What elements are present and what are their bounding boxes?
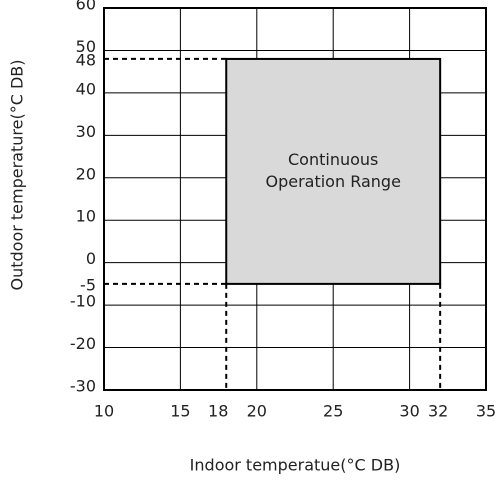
y-tick-label: 10	[76, 207, 96, 226]
x-tick-label: 35	[476, 402, 496, 421]
y-tick-label: -30	[70, 377, 96, 396]
y-tick-label: 0	[86, 249, 96, 268]
plot-frame	[103, 7, 487, 391]
y-axis-label: Outdoor temperature(°C DB)	[8, 59, 27, 290]
y-tick-label: 48	[76, 50, 96, 69]
operation-range	[225, 57, 442, 285]
y-tick-label: -20	[70, 334, 96, 353]
x-tick-label: 25	[323, 402, 343, 421]
x-tick-label: 10	[94, 402, 114, 421]
y-tick-label: 20	[76, 164, 96, 183]
region-label: Continuous	[288, 150, 378, 169]
region-label: Operation Range	[265, 172, 400, 191]
y-tick-label: 40	[76, 79, 96, 98]
y-tick-label: 50	[76, 37, 96, 56]
x-axis-label: Indoor temperatue(°C DB)	[190, 456, 401, 475]
y-tick-label: 30	[76, 122, 96, 141]
x-tick-label: 32	[428, 402, 448, 421]
y-tick-label: 60	[76, 0, 96, 14]
y-tick-label: -10	[70, 292, 96, 311]
x-tick-label: 30	[399, 402, 419, 421]
x-tick-label: 15	[170, 402, 190, 421]
x-tick-label: 18	[208, 402, 228, 421]
x-tick-label: 20	[247, 402, 267, 421]
y-tick-label: -5	[80, 275, 96, 294]
